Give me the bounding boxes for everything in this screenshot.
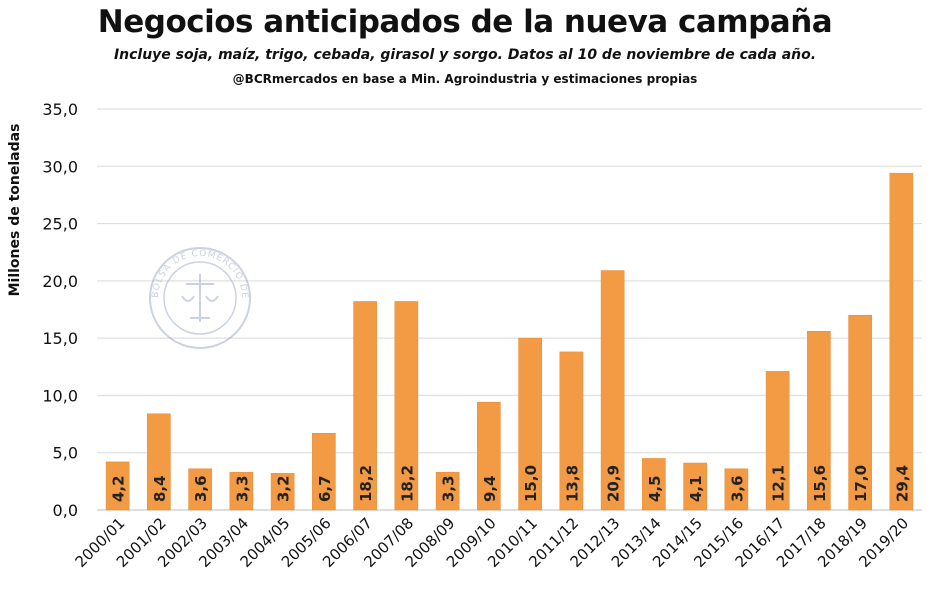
y-tick-label: 20,0 [42,272,78,291]
x-tick-labels: 2000/012001/022002/032003/042004/052005/… [72,514,913,571]
data-label: 4,5 [646,475,664,502]
y-axis-label: Millones de toneladas [7,124,23,297]
data-label: 15,0 [522,465,540,502]
bcr-seal-icon: BOLSA DE COMERCIO DE ROSARIO [0,0,251,349]
bar [600,270,625,511]
bar [724,468,749,511]
data-label: 3,6 [728,475,746,502]
data-label: 18,2 [357,465,375,502]
bar [105,461,130,511]
bar [435,471,460,511]
bar [312,432,336,511]
data-label: 13,8 [563,465,581,502]
y-tick-label: 5,0 [53,444,78,463]
bar [229,471,254,511]
data-label: 3,6 [192,475,210,502]
data-label: 6,7 [316,475,334,502]
grid-lines [97,108,922,511]
data-label: 3,3 [233,475,251,502]
bar [270,473,295,511]
data-label: 12,1 [770,465,788,502]
data-label: 3,2 [275,475,293,502]
y-tick-label: 10,0 [42,386,78,405]
y-tick-label: 35,0 [42,100,78,119]
bar [765,371,790,511]
bar [848,314,872,511]
data-label: 29,4 [893,465,911,502]
y-tick-labels: 0,0 5,0 10,0 15,0 20,0 25,0 30,0 35,0 [42,100,78,520]
bar [188,468,212,511]
bar [353,301,377,511]
data-label: 3,3 [440,475,458,502]
data-label: 8,4 [151,475,169,502]
y-tick-label: 15,0 [42,329,78,348]
data-label: 4,2 [110,475,128,502]
bar [518,337,542,511]
data-label: 15,6 [811,465,829,502]
data-label: 18,2 [398,465,416,502]
y-tick-label: 30,0 [42,157,78,176]
bars: 4,2 8,4 3,6 3,3 3,2 6,7 18,2 18,2 3,3 9,4 15,0 13,8… [105,172,914,511]
bar [889,172,914,511]
watermark-text: BOLSA DE COMERCIO DE ROSARIO [0,0,248,299]
y-tick-label: 0,0 [53,501,78,520]
y-tick-label: 25,0 [42,215,78,234]
data-label: 9,4 [481,475,499,502]
bar [147,413,171,511]
data-label: 20,9 [605,465,623,502]
bar [394,301,419,511]
data-label: 17,0 [852,465,870,502]
data-label: 4,1 [687,475,705,502]
bar [477,402,501,511]
svg-text:BOLSA DE COMERCIO DE ROSARIO: BOLSA DE COMERCIO DE ROSARIO [0,0,249,299]
chart-title: Negocios anticipados de la nueva campaña [97,4,833,40]
chart-subtitle: Incluye soja, maíz, trigo, cebada, giras… [113,47,817,63]
bar [559,351,584,511]
bar [807,331,831,511]
bar [642,458,666,511]
bar [683,462,707,511]
chart-source: @BCRmercados en base a Min. Agroindustri… [232,72,698,86]
